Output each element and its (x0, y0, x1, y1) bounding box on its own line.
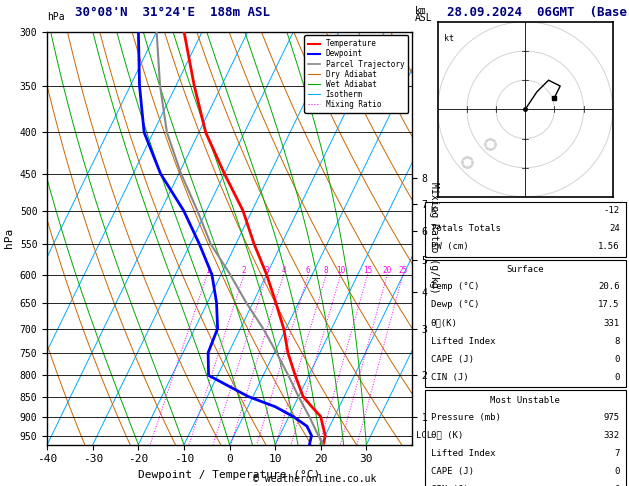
Text: 2: 2 (242, 265, 247, 275)
Text: 15: 15 (363, 265, 372, 275)
Text: 6: 6 (306, 265, 311, 275)
Text: 975: 975 (604, 413, 620, 422)
Text: LCL: LCL (416, 431, 431, 440)
Text: 25: 25 (398, 265, 408, 275)
Text: 1.56: 1.56 (598, 242, 620, 251)
Text: 20: 20 (382, 265, 392, 275)
Text: CIN (J): CIN (J) (431, 485, 468, 486)
Text: Dewp (°C): Dewp (°C) (431, 300, 479, 310)
Text: 4: 4 (281, 265, 286, 275)
Text: 30°08'N  31°24'E  188m ASL: 30°08'N 31°24'E 188m ASL (75, 6, 270, 19)
Bar (425, 202, 626, 257)
Text: CIN (J): CIN (J) (431, 373, 468, 382)
Text: Pressure (mb): Pressure (mb) (431, 413, 501, 422)
Text: Totals Totals: Totals Totals (431, 224, 501, 233)
Text: 8: 8 (615, 336, 620, 346)
Text: 332: 332 (604, 431, 620, 440)
Y-axis label: Mixing Ratio (g/kg): Mixing Ratio (g/kg) (429, 182, 438, 294)
Text: © weatheronline.co.uk: © weatheronline.co.uk (253, 473, 376, 484)
Text: 331: 331 (604, 318, 620, 328)
Text: 0: 0 (615, 373, 620, 382)
Text: 20.6: 20.6 (598, 282, 620, 292)
X-axis label: Dewpoint / Temperature (°C): Dewpoint / Temperature (°C) (138, 470, 321, 480)
Text: kt: kt (443, 34, 454, 43)
Text: Lifted Index: Lifted Index (431, 336, 495, 346)
Text: CAPE (J): CAPE (J) (431, 467, 474, 476)
Text: K: K (431, 206, 436, 215)
Text: 8: 8 (324, 265, 328, 275)
Text: ASL: ASL (415, 13, 433, 23)
Y-axis label: hPa: hPa (4, 228, 14, 248)
Bar (425, 260, 626, 387)
Text: 17.5: 17.5 (598, 300, 620, 310)
Text: 0: 0 (615, 485, 620, 486)
Text: 7: 7 (615, 449, 620, 458)
Text: hPa: hPa (47, 12, 65, 22)
Text: Lifted Index: Lifted Index (431, 449, 495, 458)
Text: 0: 0 (615, 354, 620, 364)
Text: 1: 1 (205, 265, 209, 275)
Text: Most Unstable: Most Unstable (490, 396, 560, 405)
Text: θᴜ (K): θᴜ (K) (431, 431, 463, 440)
Text: 3: 3 (265, 265, 269, 275)
Text: PW (cm): PW (cm) (431, 242, 468, 251)
Bar (425, 390, 626, 486)
Text: km: km (415, 6, 427, 16)
Text: 10: 10 (336, 265, 345, 275)
Text: 28.09.2024  06GMT  (Base: 12): 28.09.2024 06GMT (Base: 12) (447, 6, 629, 19)
Text: 24: 24 (609, 224, 620, 233)
Text: θᴜ(K): θᴜ(K) (431, 318, 457, 328)
Text: 0: 0 (615, 467, 620, 476)
Legend: Temperature, Dewpoint, Parcel Trajectory, Dry Adiabat, Wet Adiabat, Isotherm, Mi: Temperature, Dewpoint, Parcel Trajectory… (304, 35, 408, 113)
Text: Surface: Surface (506, 265, 544, 275)
Text: CAPE (J): CAPE (J) (431, 354, 474, 364)
Text: Temp (°C): Temp (°C) (431, 282, 479, 292)
Text: -12: -12 (604, 206, 620, 215)
